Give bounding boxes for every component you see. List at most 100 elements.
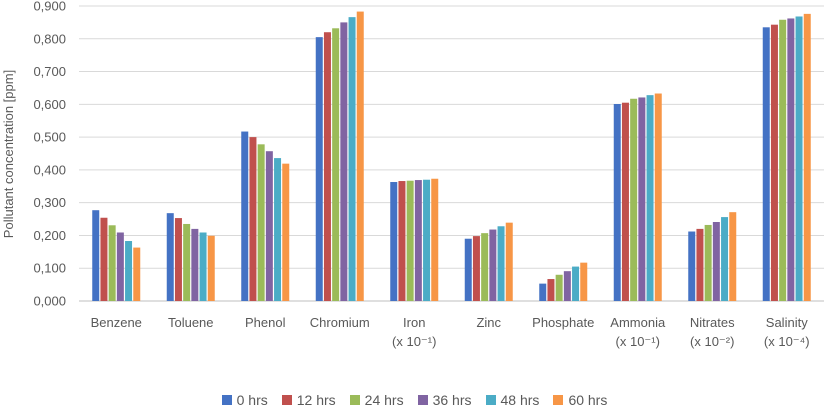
bar [423, 179, 431, 301]
legend-label: 36 hrs [432, 392, 472, 408]
bar [241, 131, 249, 301]
bar [116, 232, 124, 301]
legend-item-60hrs: 60 hrs [553, 392, 607, 408]
bar [315, 37, 323, 302]
y-tick-label: 0,400 [33, 162, 66, 177]
bar [166, 213, 174, 301]
legend-item-0hrs: 0 hrs [221, 392, 268, 408]
bar [274, 158, 282, 301]
bar [555, 274, 563, 301]
bar [174, 218, 182, 301]
bar [100, 217, 108, 301]
bar [481, 233, 489, 301]
y-axis-title: Pollutant concentration [ppm] [1, 70, 16, 238]
bar [539, 283, 547, 301]
bar [654, 93, 662, 302]
bar [489, 229, 497, 301]
x-tick-label: Iron [403, 315, 425, 330]
legend-swatch [349, 395, 360, 405]
bar [704, 224, 712, 301]
bar [688, 231, 696, 301]
bar [787, 18, 795, 301]
legend-label: 60 hrs [568, 392, 608, 408]
x-tick-label: Benzene [91, 315, 142, 330]
bar [282, 163, 290, 301]
bar [779, 19, 787, 302]
y-tick-label: 0,300 [33, 195, 66, 210]
x-tick-sublabel: (x 10⁻¹) [616, 334, 660, 349]
legend-swatch [485, 395, 496, 405]
bar [547, 279, 555, 301]
legend: 0 hrs 12 hrs 24 hrs 36 hrs 48 hrs 60 hrs [0, 390, 829, 410]
bar [207, 235, 215, 301]
bar [199, 232, 207, 301]
gridlines [79, 5, 824, 302]
bar [323, 32, 331, 301]
legend-label: 24 hrs [364, 392, 404, 408]
legend-swatch [417, 395, 428, 405]
x-tick-label: Chromium [310, 315, 370, 330]
bars [92, 11, 811, 302]
x-tick-label: Nitrates [690, 315, 735, 330]
bar [464, 238, 472, 301]
bar [125, 241, 133, 301]
bar [762, 27, 770, 302]
bar [770, 24, 778, 302]
bar [795, 16, 803, 301]
y-tick-label: 0,000 [33, 294, 66, 309]
bar [356, 11, 364, 301]
bar [406, 180, 414, 301]
y-tick-label: 0,500 [33, 130, 66, 145]
bar [729, 212, 737, 301]
x-tick-label: Phosphate [532, 315, 594, 330]
bar [265, 151, 273, 301]
y-tick-label: 0,700 [33, 64, 66, 79]
bar [721, 217, 729, 301]
bar [580, 262, 588, 301]
y-tick-label: 0,100 [33, 261, 66, 276]
x-tick-label: Toluene [168, 315, 214, 330]
bar [249, 137, 257, 301]
x-tick-label: Salinity [766, 315, 808, 330]
x-tick-label: Zinc [476, 315, 501, 330]
legend-label: 12 hrs [296, 392, 336, 408]
y-tick-label: 0,600 [33, 97, 66, 112]
bar [497, 226, 505, 301]
bar [108, 225, 116, 301]
bar [431, 178, 439, 301]
bar [390, 182, 398, 301]
y-tick-label: 0,200 [33, 228, 66, 243]
bar [613, 104, 621, 301]
bar [414, 180, 422, 301]
bar [340, 22, 348, 302]
bar [563, 271, 571, 301]
bar [803, 13, 811, 301]
bar [472, 236, 480, 301]
bar [505, 222, 513, 301]
bar [348, 17, 356, 302]
bar [332, 28, 340, 302]
bar [398, 181, 406, 301]
legend-label: 48 hrs [500, 392, 540, 408]
bar [191, 228, 199, 301]
x-axis-ticks: Benzene Toluene Phenol Chromium Iron (x 10⁻¹)… [91, 315, 810, 349]
bar [638, 97, 646, 301]
bar [696, 228, 704, 301]
legend-label: 0 hrs [236, 392, 268, 408]
legend-item-12hrs: 12 hrs [281, 392, 336, 408]
y-tick-label: 0,800 [33, 31, 66, 46]
legend-item-24hrs: 24 hrs [349, 392, 404, 408]
legend-swatch [553, 395, 564, 405]
y-axis-ticks: 0,000 0,100 0,200 0,300 0,400 0,500 0,600 0,700… [33, 0, 66, 309]
bar [621, 102, 629, 301]
bar [646, 95, 654, 302]
bar [257, 144, 265, 301]
bar [133, 247, 141, 301]
x-tick-sublabel: (x 10⁻¹) [392, 334, 436, 349]
bar [92, 210, 100, 301]
legend-swatch [221, 395, 232, 405]
legend-swatch [281, 395, 292, 405]
legend-item-48hrs: 48 hrs [485, 392, 540, 408]
bar [572, 266, 580, 301]
